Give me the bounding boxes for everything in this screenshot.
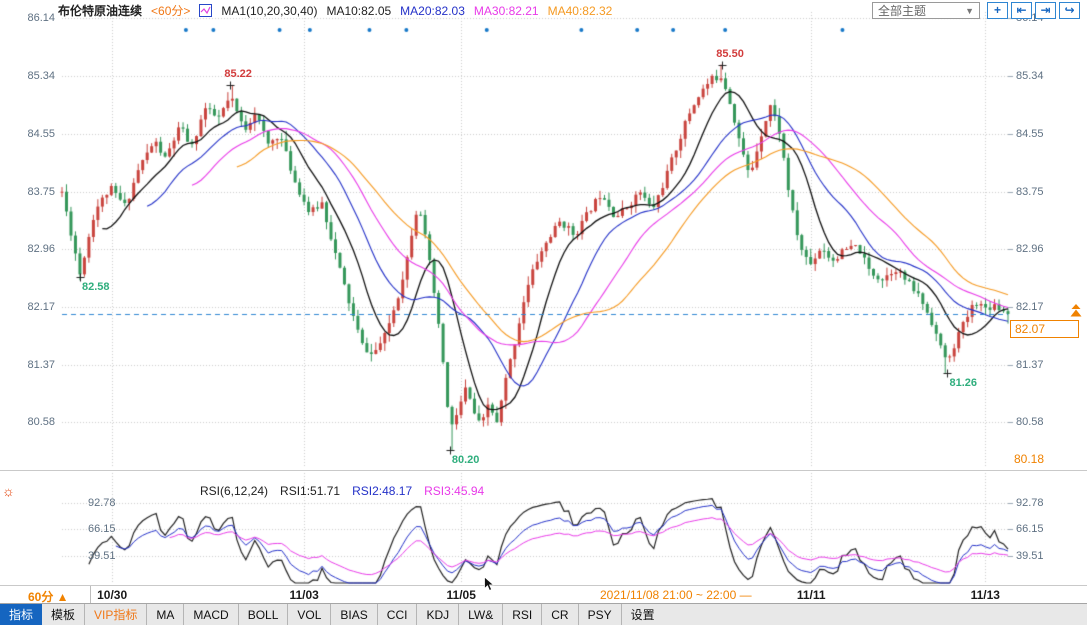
indicator-button-psy[interactable]: PSY xyxy=(577,604,621,625)
selected-range-label: 2021/11/08 21:00 ~ 22:00 — xyxy=(600,588,752,602)
rsi2-value: RSI2:48.17 xyxy=(352,484,413,498)
price-annotation: 85.22 xyxy=(224,67,252,80)
period-tag: <60分> xyxy=(151,4,191,18)
x-axis-label: 10/30 xyxy=(97,588,128,602)
rsi3-value: RSI3:45.94 xyxy=(424,484,485,498)
y-axis-label-left: 84.55 xyxy=(27,127,55,140)
indicator-button-lw[interactable]: LW& xyxy=(458,604,502,625)
symbol-name: 布伦特原油连续 xyxy=(58,4,143,18)
ma40-value: MA40:82.32 xyxy=(547,3,613,18)
rsi-indicator-chart[interactable] xyxy=(0,471,1087,585)
y-axis-label-right: 83.75 xyxy=(1016,185,1044,198)
settings-button[interactable]: 设置 xyxy=(620,604,664,625)
last-price-box: 82.07 xyxy=(1010,320,1079,338)
mouse-cursor xyxy=(483,576,496,598)
panel-divider-rsi-xaxis xyxy=(0,585,1087,586)
y-axis-label-right: 85.34 xyxy=(1016,70,1044,83)
indicator-button-rsi[interactable]: RSI xyxy=(502,604,541,625)
rsi-axis-label-right: 66.15 xyxy=(1016,523,1044,536)
ma20-value: MA20:82.03 xyxy=(400,3,465,18)
pan-tool-icon[interactable]: + xyxy=(987,2,1008,19)
y-axis-label-left: 83.75 xyxy=(27,185,55,198)
ma10-value: MA10:82.05 xyxy=(326,3,392,18)
tab-templates[interactable]: 模板 xyxy=(51,608,76,622)
tab-vip-indicators[interactable]: VIP指标 xyxy=(84,604,146,625)
xaxis-left-separator xyxy=(90,586,91,603)
indicator-button-boll[interactable]: BOLL xyxy=(237,604,288,625)
ma30-value: MA30:82.21 xyxy=(473,3,539,18)
price-up-arrow-icon xyxy=(1068,304,1084,323)
rsi-label: RSI(6,12,24) xyxy=(200,484,269,498)
x-axis-label: 11/03 xyxy=(289,588,319,602)
chart-toolbar-icons: + ⇤ ⇥ ↪ xyxy=(987,2,1080,19)
rsi-axis-label-left: 39.51 xyxy=(88,550,116,562)
y-axis-label-right: 82.96 xyxy=(1016,243,1044,256)
indicator-button-kdj[interactable]: KDJ xyxy=(416,604,458,625)
y-axis-label-left: 86.14 xyxy=(27,11,55,24)
y-axis-label-right: 80.58 xyxy=(1016,416,1044,429)
indicator-button-bias[interactable]: BIAS xyxy=(330,604,376,625)
shift-left-icon[interactable]: ⇤ xyxy=(1011,2,1032,19)
y-axis-label-left: 82.17 xyxy=(27,300,55,313)
theme-dropdown-label: 全部主题 xyxy=(878,4,927,18)
indicator-legend-icon[interactable] xyxy=(199,4,213,17)
price-annotation: 85.50 xyxy=(716,47,744,60)
price-annotation: 80.20 xyxy=(451,453,480,466)
y-axis-label-left: 81.37 xyxy=(27,358,55,371)
indicator-button-macd[interactable]: MACD xyxy=(183,604,237,625)
y-axis-label-left: 85.34 xyxy=(27,70,55,83)
range-low-label: 80.18 xyxy=(1014,452,1045,466)
y-axis-label-right: 82.17 xyxy=(1016,300,1044,313)
indicator-button-cci[interactable]: CCI xyxy=(376,604,417,625)
y-axis-label-right: 84.55 xyxy=(1016,127,1044,140)
shift-right-icon[interactable]: ⇥ xyxy=(1035,2,1056,19)
x-axis-label: 11/05 xyxy=(446,588,476,602)
indicator-settings-icon[interactable]: ☼ xyxy=(2,483,15,499)
indicator-button-cr[interactable]: CR xyxy=(541,604,577,625)
y-axis-label-left: 82.96 xyxy=(27,243,55,256)
indicator-button-ma[interactable]: MA xyxy=(146,604,183,625)
y-axis-label-right: 81.37 xyxy=(1016,358,1044,371)
rsi-header: RSI(6,12,24) RSI1:51.71 RSI2:48.17 RSI3:… xyxy=(200,483,484,499)
main-price-chart[interactable] xyxy=(0,0,1087,470)
go-to-latest-icon[interactable]: ↪ xyxy=(1059,2,1080,19)
theme-dropdown[interactable]: 全部主题 ▼ xyxy=(872,2,980,19)
price-annotation: 82.58 xyxy=(81,280,110,293)
period-quick-label[interactable]: 60分 ▲ xyxy=(28,590,69,604)
indicator-toolbar: 指标 模板 VIP指标 MA MACD BOLL VOL BIAS CCI KDJ LW& RS… xyxy=(0,603,1087,625)
chevron-down-icon: ▼ xyxy=(965,5,974,16)
x-axis-label: 11/11 xyxy=(796,588,826,602)
rsi1-value: RSI1:51.71 xyxy=(280,484,341,498)
x-axis-label: 11/13 xyxy=(970,588,1000,602)
rsi-axis-label-left: 66.15 xyxy=(88,523,116,536)
tab-indicators[interactable]: 指标 xyxy=(0,604,43,625)
ma-group-label: MA1(10,20,30,40) xyxy=(221,3,318,18)
rsi-axis-label-left: 92.78 xyxy=(88,497,116,509)
indicator-button-vol[interactable]: VOL xyxy=(287,604,330,625)
rsi-axis-label-right: 39.51 xyxy=(1016,550,1044,562)
panel-divider-main-rsi xyxy=(0,470,1087,471)
chart-header: 布伦特原油连续 <60分> MA1(10,20,30,40) MA10:82.0… xyxy=(58,2,612,19)
y-axis-label-left: 80.58 xyxy=(27,416,55,429)
rsi-axis-label-right: 92.78 xyxy=(1016,497,1044,509)
price-annotation: 81.26 xyxy=(949,376,977,389)
